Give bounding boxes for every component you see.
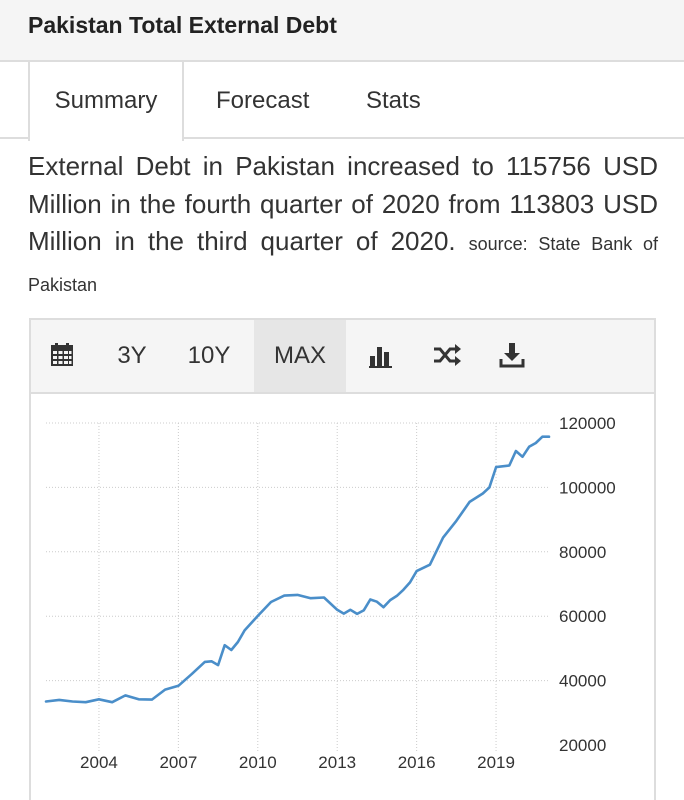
- x-tick-label: 2016: [398, 753, 436, 772]
- tab-bar: Summary Forecast Stats: [0, 62, 684, 141]
- source-text: source: State Bank of Pakistan: [28, 234, 658, 295]
- range-10y-button[interactable]: 10Y: [187, 342, 231, 369]
- chart-grid: [46, 422, 549, 751]
- y-tick-label: 100000: [559, 478, 616, 497]
- chart-panel: 3Y 10Y MAX: [29, 318, 656, 800]
- y-tick-label: 60000: [559, 607, 606, 626]
- tab-summary[interactable]: Summary: [28, 62, 184, 141]
- x-axis: 2004 2007 2010 2013 2016 2019: [80, 753, 515, 772]
- page-header: Pakistan Total External Debt: [0, 0, 684, 62]
- chart-toolbar: 3Y 10Y MAX: [31, 320, 654, 394]
- y-axis: 20000 40000 60000 80000 100000 120000: [559, 414, 616, 755]
- page-title: Pakistan Total External Debt: [28, 12, 337, 38]
- y-tick-label: 40000: [559, 672, 606, 691]
- tab-stats[interactable]: Stats: [366, 87, 421, 114]
- x-tick-label: 2013: [318, 753, 356, 772]
- download-icon[interactable]: [499, 342, 525, 373]
- summary-description: External Debt in Pakistan increased to 1…: [28, 148, 658, 304]
- y-tick-label: 120000: [559, 414, 616, 433]
- external-debt-line-chart: 2004 2007 2010 2013 2016 2019 20000 40000 60000…: [44, 414, 616, 772]
- shuffle-icon[interactable]: [432, 342, 462, 373]
- series-layer: [44, 435, 551, 704]
- series-line: [44, 435, 551, 704]
- range-3y-button[interactable]: 3Y: [117, 342, 147, 369]
- x-tick-label: 2004: [80, 753, 118, 772]
- tab-forecast[interactable]: Forecast: [216, 87, 310, 114]
- y-tick-label: 20000: [559, 736, 606, 755]
- y-tick-label: 80000: [559, 543, 606, 562]
- calendar-icon[interactable]: [49, 342, 75, 373]
- range-max-button[interactable]: MAX: [254, 320, 346, 392]
- x-tick-label: 2007: [159, 753, 197, 772]
- x-tick-label: 2019: [477, 753, 515, 772]
- x-tick-label: 2010: [239, 753, 277, 772]
- bar-chart-icon[interactable]: [368, 342, 394, 373]
- summary-text: External Debt in Pakistan increased to 1…: [28, 151, 658, 256]
